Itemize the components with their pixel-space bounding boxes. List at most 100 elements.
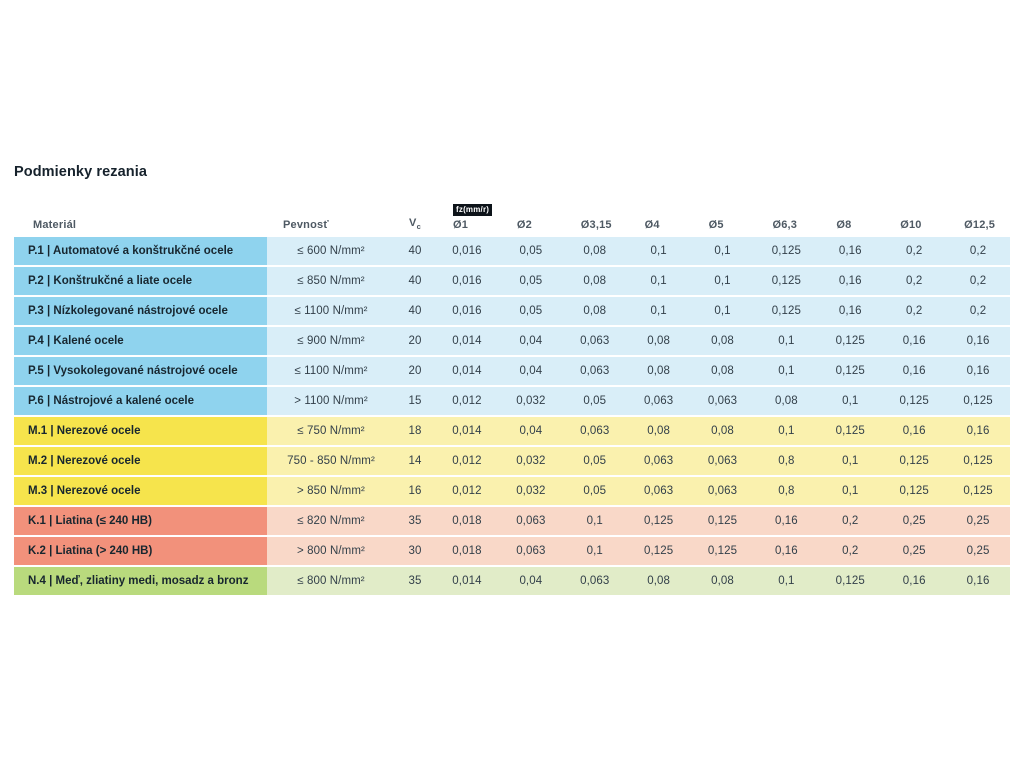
fz-cell: 0,063 bbox=[626, 447, 691, 475]
fz-cell: 0,05 bbox=[562, 477, 627, 505]
fz-cell: 0,063 bbox=[690, 477, 755, 505]
fz-unit-badge: fz(mm/r) bbox=[453, 204, 493, 216]
material-cell: K.2 | Liatina (> 240 HB) bbox=[14, 537, 267, 565]
fz-cell: 0,125 bbox=[626, 507, 691, 535]
fz-cell: 0,032 bbox=[498, 447, 563, 475]
fz-cell: 0,1 bbox=[562, 537, 627, 565]
fz-cell: 0,8 bbox=[754, 477, 819, 505]
fz-cell: 0,05 bbox=[498, 267, 563, 295]
table-row: K.2 | Liatina (> 240 HB) > 800 N/mm² 30 … bbox=[14, 537, 1011, 565]
header-vc: Vc bbox=[395, 217, 435, 231]
strength-cell: > 1100 N/mm² bbox=[267, 387, 395, 415]
fz-cell: 0,125 bbox=[946, 447, 1011, 475]
table-row: M.3 | Nerezové ocele > 850 N/mm² 16 0,01… bbox=[14, 477, 1011, 505]
fz-cell: 0,014 bbox=[435, 567, 499, 595]
header-diameter-4: Ø4 bbox=[644, 219, 660, 231]
fz-cell: 0,08 bbox=[626, 567, 691, 595]
strength-cell: ≤ 1100 N/mm² bbox=[267, 297, 395, 325]
fz-cell: 0,1 bbox=[690, 297, 755, 325]
fz-cell: 0,125 bbox=[818, 327, 883, 355]
fz-cell: 0,16 bbox=[882, 567, 947, 595]
vc-cell: 14 bbox=[395, 447, 435, 475]
fz-cell: 0,08 bbox=[690, 327, 755, 355]
header-diameter-5: Ø5 bbox=[708, 219, 724, 231]
fz-cell: 0,063 bbox=[562, 417, 627, 445]
fz-cell: 0,1 bbox=[626, 297, 691, 325]
fz-cell: 0,1 bbox=[818, 447, 883, 475]
strength-cell: ≤ 750 N/mm² bbox=[267, 417, 395, 445]
fz-cell: 0,05 bbox=[562, 447, 627, 475]
fz-cell: 0,16 bbox=[946, 327, 1011, 355]
vc-cell: 18 bbox=[395, 417, 435, 445]
material-cell: P.1 | Automatové a konštrukčné ocele bbox=[14, 237, 267, 265]
strength-cell: ≤ 600 N/mm² bbox=[267, 237, 395, 265]
table-row: P.1 | Automatové a konštrukčné ocele ≤ 6… bbox=[14, 237, 1011, 265]
vc-symbol: V bbox=[409, 216, 417, 229]
fz-cell: 0,2 bbox=[946, 267, 1011, 295]
fz-cell: 0,16 bbox=[946, 357, 1011, 385]
fz-cell: 0,063 bbox=[498, 507, 563, 535]
material-cell: M.1 | Nerezové ocele bbox=[14, 417, 267, 445]
fz-cell: 0,063 bbox=[626, 387, 691, 415]
fz-cell: 0,1 bbox=[626, 267, 691, 295]
fz-cell: 0,125 bbox=[946, 387, 1011, 415]
fz-cell: 0,2 bbox=[882, 297, 947, 325]
table-row: P.2 | Konštrukčné a liate ocele ≤ 850 N/… bbox=[14, 267, 1011, 295]
material-cell: P.3 | Nízkolegované nástrojové ocele bbox=[14, 297, 267, 325]
fz-cell: 0,125 bbox=[818, 357, 883, 385]
table-row: P.4 | Kalené ocele ≤ 900 N/mm² 20 0,014 0… bbox=[14, 327, 1011, 355]
header-diameter-9: Ø12,5 bbox=[964, 219, 996, 231]
fz-cell: 0,04 bbox=[498, 357, 563, 385]
fz-cell: 0,08 bbox=[626, 357, 691, 385]
fz-cell: 0,1 bbox=[818, 387, 883, 415]
fz-cell: 0,063 bbox=[562, 357, 627, 385]
vc-cell: 15 bbox=[395, 387, 435, 415]
fz-cell: 0,125 bbox=[882, 387, 947, 415]
vc-cell: 16 bbox=[395, 477, 435, 505]
strength-cell: 750 - 850 N/mm² bbox=[267, 447, 395, 475]
table-row: P.3 | Nízkolegované nástrojové ocele ≤ 1… bbox=[14, 297, 1011, 325]
header-diameter-7: Ø8 bbox=[836, 219, 852, 231]
table-body: P.1 | Automatové a konštrukčné ocele ≤ 6… bbox=[14, 237, 1011, 595]
strength-cell: ≤ 820 N/mm² bbox=[267, 507, 395, 535]
fz-cell: 0,1 bbox=[754, 417, 819, 445]
header-strength: Pevnosť bbox=[283, 219, 329, 231]
strength-cell: ≤ 800 N/mm² bbox=[267, 567, 395, 595]
fz-cell: 0,05 bbox=[498, 297, 563, 325]
fz-cell: 0,125 bbox=[690, 507, 755, 535]
table-row: M.2 | Nerezové ocele 750 - 850 N/mm² 14 … bbox=[14, 447, 1011, 475]
fz-cell: 0,04 bbox=[498, 567, 563, 595]
header-diameter-6: Ø6,3 bbox=[772, 219, 798, 231]
material-cell: P.5 | Vysokolegované nástrojové ocele bbox=[14, 357, 267, 385]
fz-cell: 0,16 bbox=[754, 507, 819, 535]
fz-cell: 0,125 bbox=[690, 537, 755, 565]
strength-cell: > 800 N/mm² bbox=[267, 537, 395, 565]
vc-cell: 40 bbox=[395, 297, 435, 325]
fz-cell: 0,018 bbox=[435, 507, 499, 535]
header-diameter-1: fz(mm/r) Ø1 bbox=[435, 204, 499, 231]
fz-cell: 0,08 bbox=[690, 417, 755, 445]
vc-cell: 20 bbox=[395, 327, 435, 355]
fz-cell: 0,08 bbox=[562, 237, 627, 265]
header-diameter-8: Ø10 bbox=[900, 219, 922, 231]
material-cell: M.2 | Nerezové ocele bbox=[14, 447, 267, 475]
fz-cell: 0,125 bbox=[946, 477, 1011, 505]
fz-cell: 0,063 bbox=[626, 477, 691, 505]
table-row: K.1 | Liatina (≤ 240 HB) ≤ 820 N/mm² 35 … bbox=[14, 507, 1011, 535]
fz-cell: 0,05 bbox=[562, 387, 627, 415]
fz-cell: 0,05 bbox=[498, 237, 563, 265]
fz-cell: 0,1 bbox=[690, 267, 755, 295]
strength-cell: > 850 N/mm² bbox=[267, 477, 395, 505]
fz-cell: 0,25 bbox=[882, 507, 947, 535]
strength-cell: ≤ 1100 N/mm² bbox=[267, 357, 395, 385]
fz-cell: 0,08 bbox=[690, 567, 755, 595]
fz-cell: 0,016 bbox=[435, 297, 499, 325]
table-row: P.5 | Vysokolegované nástrojové ocele ≤ … bbox=[14, 357, 1011, 385]
material-cell: N.4 | Meď, zliatiny medi, mosadz a bronz bbox=[14, 567, 267, 595]
material-cell: P.6 | Nástrojové a kalené ocele bbox=[14, 387, 267, 415]
vc-cell: 20 bbox=[395, 357, 435, 385]
fz-cell: 0,1 bbox=[754, 357, 819, 385]
fz-cell: 0,2 bbox=[946, 297, 1011, 325]
fz-cell: 0,08 bbox=[626, 327, 691, 355]
